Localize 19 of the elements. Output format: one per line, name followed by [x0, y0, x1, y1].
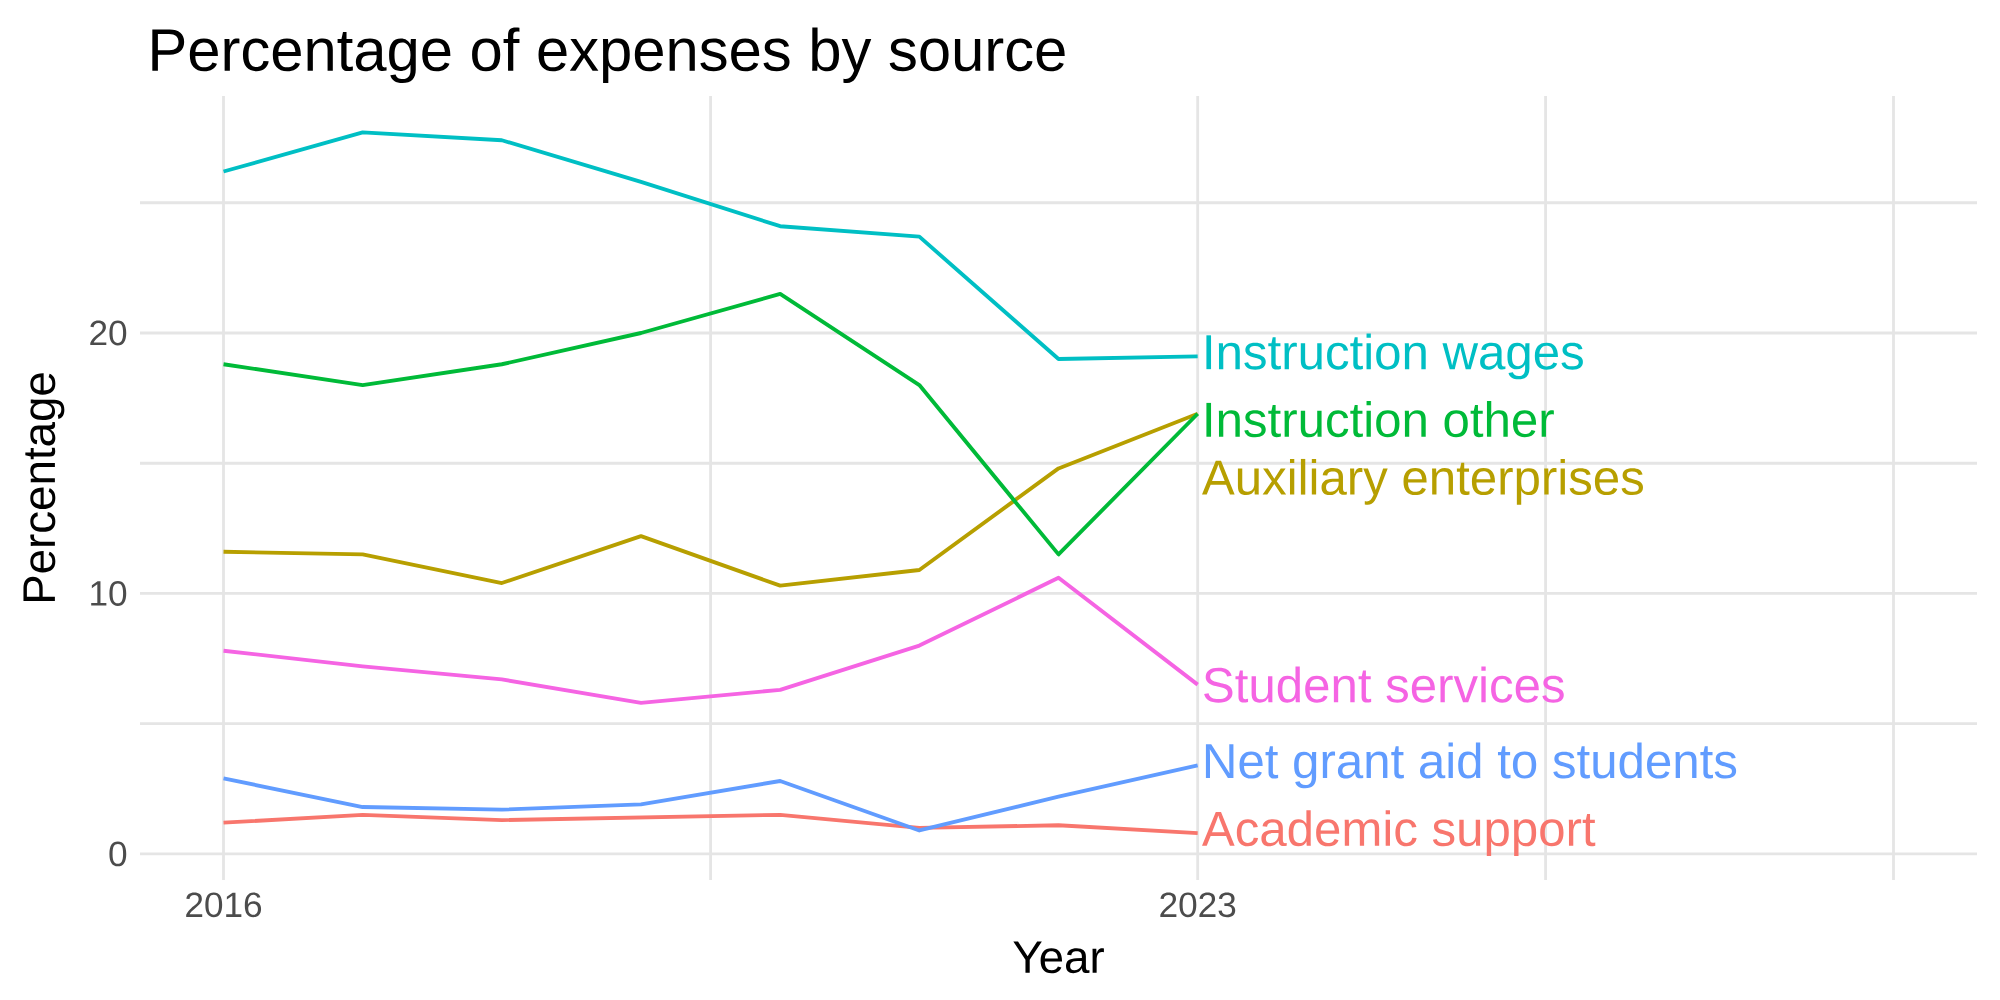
series-label: Auxiliary enterprises	[1202, 458, 1643, 505]
series-label: Student services	[1204, 666, 1564, 703]
y-axis-title: Percentage	[23, 373, 65, 602]
chart-title: Percentage of expenses by source	[152, 27, 1065, 84]
series-label: Academic support	[1202, 810, 1596, 857]
line-series	[221, 130, 1200, 361]
series-label: Instruction other	[1206, 401, 1554, 438]
y-tick-label: 20	[90, 320, 127, 346]
x-tick-label: 2023	[1160, 892, 1236, 918]
x-axis-title: Year	[1013, 941, 1104, 974]
x-tick-label: 2016	[186, 892, 262, 918]
line-series	[221, 411, 1200, 588]
series-label: Net grant aid to students	[1205, 742, 1737, 789]
line-series	[221, 292, 1200, 557]
y-tick-label: 10	[91, 581, 127, 606]
series-label: Instruction wages	[1206, 333, 1583, 380]
line-series	[221, 763, 1200, 833]
line-series	[221, 575, 1200, 705]
y-tick-label: 0	[109, 841, 127, 867]
